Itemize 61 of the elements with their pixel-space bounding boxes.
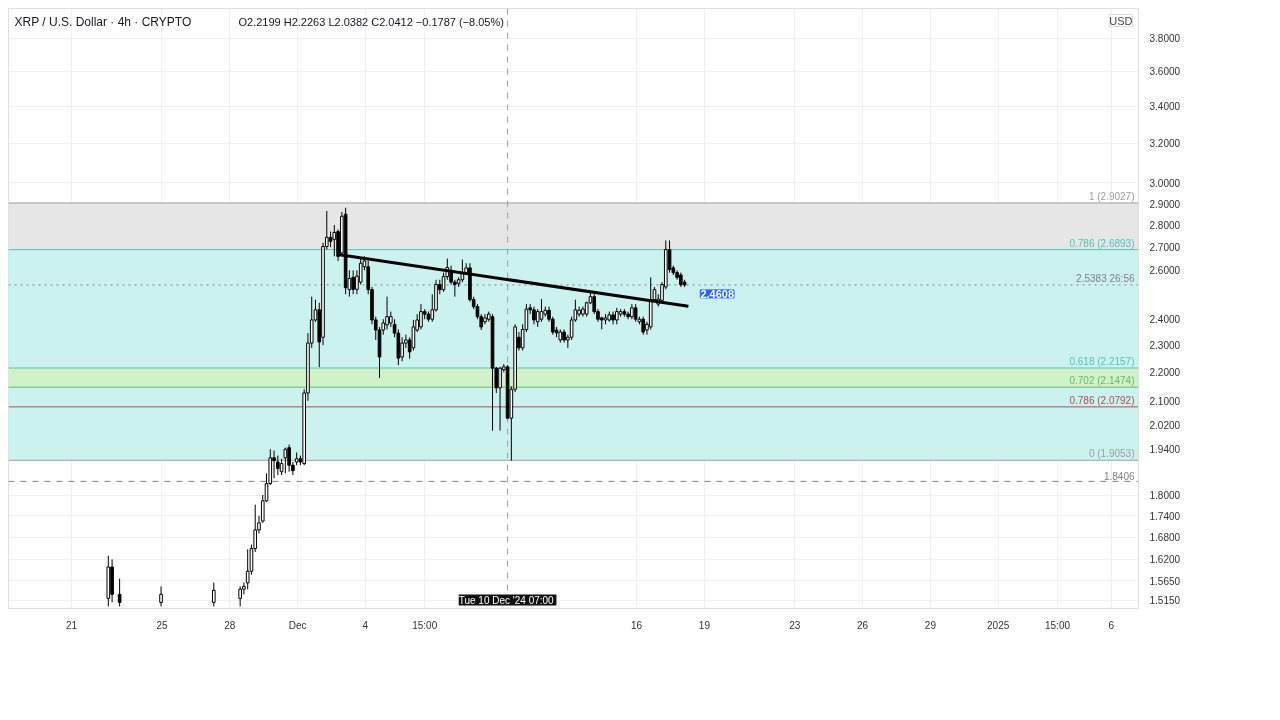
y-tick-label: 2.4000: [1149, 314, 1181, 326]
candlestick: [483, 313, 487, 325]
y-tick-label: 3.2000: [1149, 138, 1181, 150]
y-tick-label: 1.9400: [1149, 444, 1181, 456]
candlestick: [159, 585, 163, 607]
annotation: USD: [1109, 14, 1133, 27]
ref-line-label: 1.8406: [1103, 471, 1135, 483]
y-tick-label: 2.2000: [1149, 367, 1181, 379]
text: XRP / U.S. Dollar · 4h · CRYPTO: [14, 14, 192, 29]
y-tick-label: 1.5150: [1149, 595, 1181, 607]
y-tick-label: 1.8000: [1149, 490, 1181, 502]
candlestick: [211, 581, 216, 607]
candlestick: [276, 455, 280, 476]
candlestick: [238, 585, 242, 607]
candlestick: [287, 444, 291, 473]
x-tick-label: 19: [698, 619, 711, 631]
x-tick-label: 21: [66, 619, 78, 631]
x-tick-label: 29: [924, 619, 937, 631]
y-tick-label: 2.1000: [1149, 395, 1181, 407]
candlestick: [351, 269, 355, 295]
y-tick-label: 1.6200: [1149, 554, 1181, 566]
candlestick: [498, 366, 502, 432]
ref-line-label: 0 (1.9053): [1088, 448, 1135, 460]
y-tick-label: 2.7000: [1149, 242, 1181, 254]
x-tick-label: Dec: [288, 619, 307, 631]
x-tick-label: 26: [857, 619, 869, 631]
candlestick: [245, 548, 250, 590]
y-tick-label: 2.0200: [1149, 419, 1181, 431]
candlestick: [419, 303, 423, 330]
x-tick-label: 28: [224, 619, 236, 631]
y-tick-label: 1.6800: [1149, 532, 1181, 544]
x-tick-label: 23: [789, 619, 801, 631]
y-tick-label: 2.8000: [1149, 219, 1181, 231]
x-tick-label: 4: [362, 619, 369, 631]
x-tick-label: 2025: [987, 619, 1010, 631]
ref-line-label: 0.702 (2.1474): [1069, 375, 1135, 387]
x-tick-label: 15:00: [412, 619, 438, 631]
y-tick-label: 1.7400: [1149, 510, 1181, 522]
y-tick-label: 2.6000: [1149, 265, 1181, 277]
y-tick-label: 3.4000: [1149, 101, 1181, 113]
text: O2.2199 H2.2263 L2.0382 C2.0412 −0.1787 (−8.05%): [238, 15, 504, 28]
y-tick-label: 2.9000: [1149, 198, 1181, 210]
ref-line-label: 0.786 (2.0792): [1069, 394, 1135, 406]
ref-line-label: 0.786 (2.6893): [1069, 237, 1135, 249]
y-tick-label: 3.6000: [1149, 66, 1181, 78]
candlestick: [400, 336, 404, 362]
ref-line-label: 0.618 (2.2157): [1069, 356, 1135, 368]
y-tick-label: 2.3000: [1149, 340, 1181, 352]
candlestick: [117, 578, 122, 607]
x-tick-label: 16: [631, 619, 643, 631]
y-tick-label: 3.0000: [1149, 177, 1181, 189]
x-tick-label: 6: [1108, 619, 1115, 631]
annotation: 2.4608: [700, 287, 735, 300]
ref-line-label: 2.5383 26:56: [1076, 272, 1135, 284]
x-tick-label: 15:00: [1045, 619, 1071, 631]
ref-line-label: Tue 10 Dec '24 07:00: [458, 594, 555, 606]
y-tick-label: 1.5650: [1149, 575, 1181, 587]
ref-line-label: 1 (2.9027): [1088, 190, 1135, 202]
x-tick-label: 25: [156, 619, 168, 631]
candlestick: [641, 316, 645, 336]
y-tick-label: 3.8000: [1149, 33, 1181, 45]
